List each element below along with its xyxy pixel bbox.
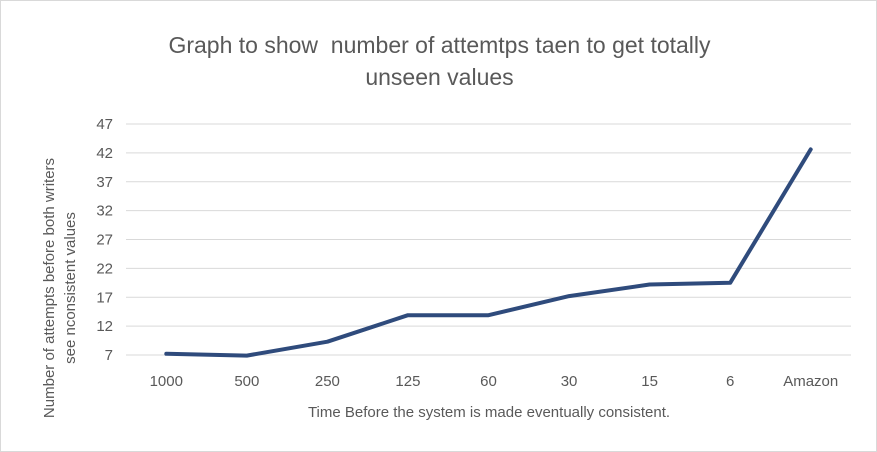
series-group bbox=[164, 147, 813, 358]
series-line bbox=[164, 147, 813, 358]
x-axis-label: Time Before the system is made eventuall… bbox=[308, 404, 670, 421]
y-tick-label: 27 bbox=[96, 232, 113, 249]
y-tick-label: 37 bbox=[96, 174, 113, 191]
x-tick-label: 60 bbox=[480, 373, 497, 390]
chart-title-line2: unseen values bbox=[365, 64, 514, 90]
x-tick-label: 500 bbox=[234, 373, 259, 390]
x-tick-labels: 1000 500 250 125 60 30 15 6 Amazon bbox=[150, 373, 839, 390]
x-tick-label: 1000 bbox=[150, 373, 183, 390]
y-tick-label: 12 bbox=[96, 318, 113, 335]
y-tick-label: 22 bbox=[96, 260, 113, 277]
y-tick-label: 32 bbox=[96, 203, 113, 220]
x-tick-label: Amazon bbox=[783, 373, 838, 390]
x-tick-label: 250 bbox=[315, 373, 340, 390]
y-tick-labels: 7 12 17 22 27 32 37 42 47 bbox=[96, 116, 113, 364]
chart-title: Graph to show number of attemtps taen to… bbox=[1, 29, 876, 93]
y-axis-label-line1: Number of attempts before both writers bbox=[41, 158, 58, 418]
y-tick-label: 17 bbox=[96, 289, 113, 306]
y-tick-label: 42 bbox=[96, 145, 113, 162]
x-tick-label: 30 bbox=[561, 373, 578, 390]
x-tick-label: 15 bbox=[641, 373, 658, 390]
x-tick-label: 6 bbox=[726, 373, 734, 390]
y-tick-label: 47 bbox=[96, 116, 113, 133]
y-axis-label-line2: see nconsistent values bbox=[62, 212, 79, 364]
chart-title-line1: Graph to show number of attemtps taen to… bbox=[168, 32, 711, 58]
gridlines bbox=[126, 123, 851, 356]
y-tick-label: 7 bbox=[105, 347, 113, 364]
x-tick-label: 125 bbox=[395, 373, 420, 390]
